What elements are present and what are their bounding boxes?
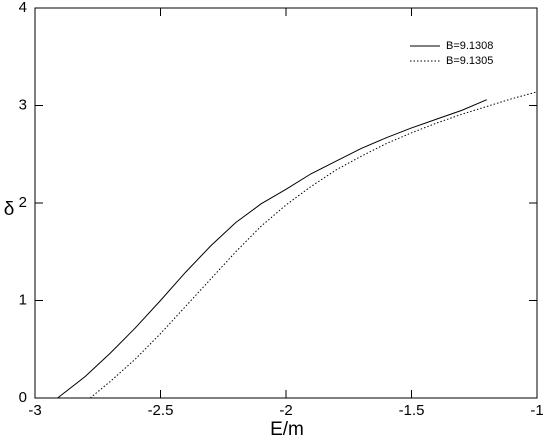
x-tick-label: -3 [28, 402, 41, 419]
legend-label: B=9.1308 [446, 40, 493, 52]
line-series [89, 91, 538, 399]
y-tick-label: 3 [19, 96, 27, 113]
x-tick-label: -2 [279, 402, 292, 419]
y-tick-label: 0 [19, 389, 27, 406]
x-tick-label: -2.5 [148, 402, 174, 419]
y-tick-label: 4 [19, 0, 27, 16]
y-tick-label: 2 [19, 194, 27, 211]
line-series [57, 99, 487, 399]
x-tick-label: -1.5 [399, 402, 425, 419]
y-axis-title: δ [4, 199, 15, 220]
x-tick-label: -1 [530, 402, 543, 419]
legend-label: B=9.1305 [446, 55, 493, 67]
x-axis-title: E/m [270, 419, 304, 440]
y-tick-label: 1 [19, 291, 27, 308]
